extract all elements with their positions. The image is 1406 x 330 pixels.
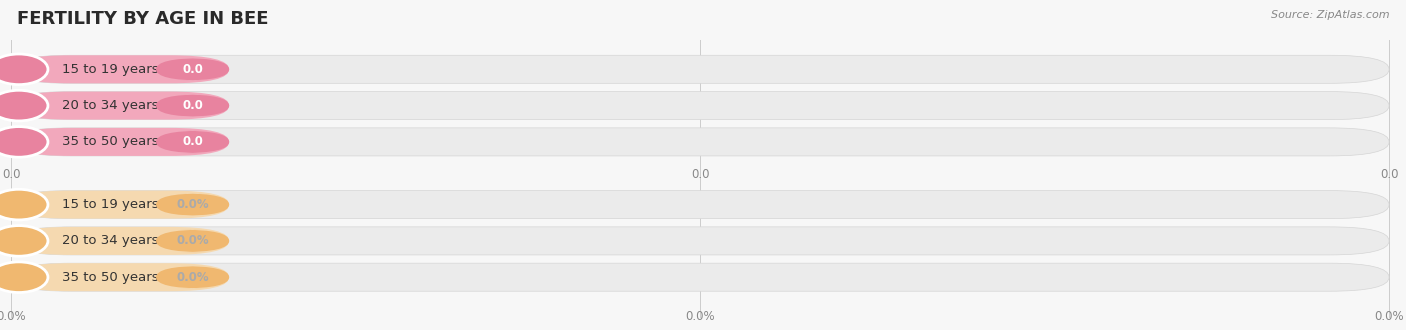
Text: 0.0%: 0.0% bbox=[176, 198, 209, 211]
Ellipse shape bbox=[0, 127, 48, 157]
Text: 0.0: 0.0 bbox=[183, 135, 202, 148]
Ellipse shape bbox=[0, 54, 48, 84]
FancyBboxPatch shape bbox=[11, 128, 229, 156]
Text: 0.0%: 0.0% bbox=[685, 310, 716, 323]
Text: 0.0: 0.0 bbox=[183, 99, 202, 112]
Text: FERTILITY BY AGE IN BEE: FERTILITY BY AGE IN BEE bbox=[17, 10, 269, 28]
Text: 35 to 50 years: 35 to 50 years bbox=[62, 271, 159, 284]
Text: 0.0%: 0.0% bbox=[176, 234, 209, 248]
FancyBboxPatch shape bbox=[156, 94, 229, 117]
FancyBboxPatch shape bbox=[156, 230, 229, 252]
FancyBboxPatch shape bbox=[11, 55, 1389, 83]
FancyBboxPatch shape bbox=[11, 263, 229, 291]
FancyBboxPatch shape bbox=[11, 128, 1389, 156]
FancyBboxPatch shape bbox=[11, 263, 1389, 291]
FancyBboxPatch shape bbox=[11, 190, 1389, 218]
FancyBboxPatch shape bbox=[11, 91, 229, 119]
FancyBboxPatch shape bbox=[11, 91, 1389, 119]
Ellipse shape bbox=[0, 226, 48, 256]
FancyBboxPatch shape bbox=[156, 266, 229, 288]
Text: Source: ZipAtlas.com: Source: ZipAtlas.com bbox=[1271, 10, 1389, 20]
FancyBboxPatch shape bbox=[156, 58, 229, 81]
Text: 0.0%: 0.0% bbox=[176, 271, 209, 284]
Text: 20 to 34 years: 20 to 34 years bbox=[62, 99, 159, 112]
Text: 15 to 19 years: 15 to 19 years bbox=[62, 198, 159, 211]
FancyBboxPatch shape bbox=[11, 227, 229, 255]
Text: 0.0: 0.0 bbox=[1379, 168, 1399, 182]
Ellipse shape bbox=[0, 90, 48, 121]
FancyBboxPatch shape bbox=[11, 55, 229, 83]
FancyBboxPatch shape bbox=[11, 227, 1389, 255]
Ellipse shape bbox=[0, 262, 48, 292]
Text: 0.0%: 0.0% bbox=[0, 310, 27, 323]
Text: 0.0%: 0.0% bbox=[1374, 310, 1405, 323]
Text: 0.0: 0.0 bbox=[690, 168, 710, 182]
Text: 20 to 34 years: 20 to 34 years bbox=[62, 234, 159, 248]
Text: 0.0: 0.0 bbox=[183, 63, 202, 76]
Ellipse shape bbox=[0, 189, 48, 220]
Text: 15 to 19 years: 15 to 19 years bbox=[62, 63, 159, 76]
Text: 35 to 50 years: 35 to 50 years bbox=[62, 135, 159, 148]
Text: 0.0: 0.0 bbox=[1, 168, 21, 182]
FancyBboxPatch shape bbox=[156, 193, 229, 216]
FancyBboxPatch shape bbox=[11, 190, 229, 218]
FancyBboxPatch shape bbox=[156, 131, 229, 153]
